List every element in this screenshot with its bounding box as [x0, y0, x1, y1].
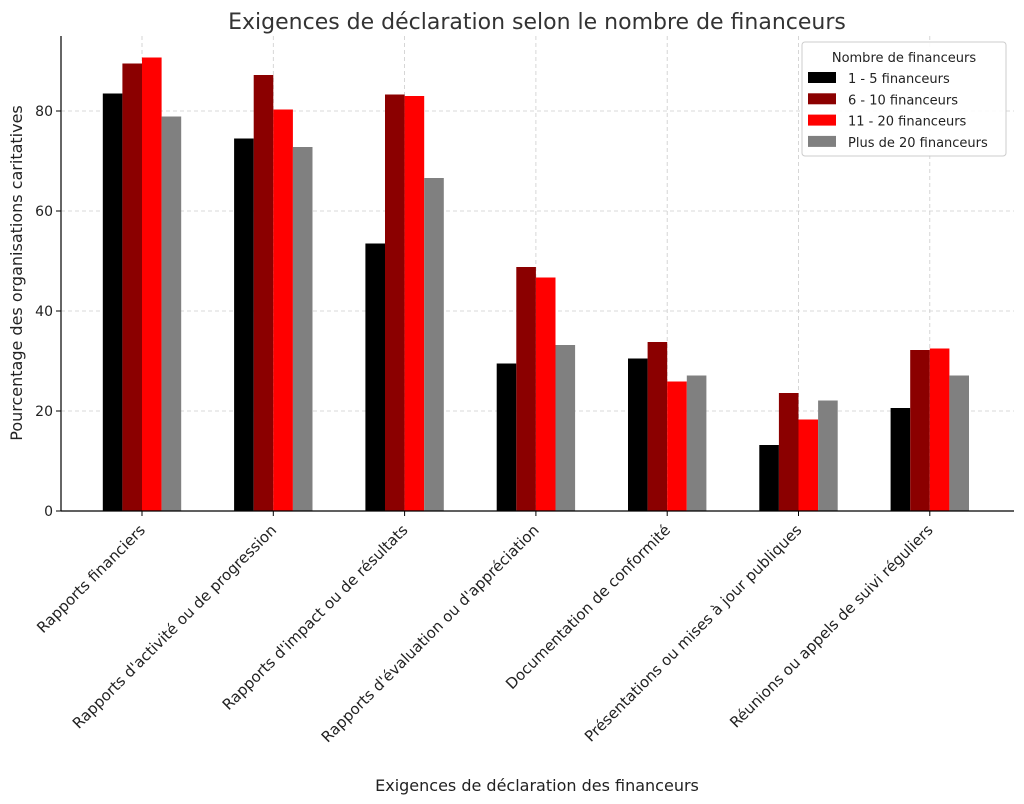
bar	[686, 375, 707, 511]
bar	[535, 277, 556, 511]
y-ticks: 0 20 40 60 80	[35, 104, 61, 520]
legend-swatch	[808, 93, 836, 105]
x-tick-label: Rapports d'activité ou de progression	[69, 521, 280, 732]
bar	[273, 109, 293, 511]
bar	[404, 96, 425, 511]
bar	[628, 358, 648, 511]
y-tick-label: 80	[35, 104, 53, 120]
x-tick-label: Présentations ou mises à jour publiques	[581, 521, 806, 746]
legend-title: Nombre de financeurs	[832, 51, 977, 66]
bar	[385, 94, 405, 511]
bar	[122, 63, 142, 511]
bar	[818, 400, 838, 511]
bar	[253, 75, 274, 511]
legend-label: 11 - 20 financeurs	[848, 115, 967, 130]
legend-box	[801, 41, 1007, 157]
x-axis-label: Exigences de déclaration des financeurs	[375, 776, 699, 795]
bar	[142, 57, 162, 511]
bar	[759, 445, 779, 511]
x-tick-label: Rapports financiers	[33, 521, 149, 637]
bar	[424, 178, 444, 511]
legend: Nombre de financeurs 1 - 5 financeurs 6 -…	[801, 41, 1007, 157]
x-tick-label: Réunions ou appels de suivi réguliers	[726, 521, 937, 732]
bar	[161, 116, 182, 511]
legend-label: Plus de 20 financeurs	[848, 136, 988, 151]
chart-title: Exigences de déclaration selon le nombre…	[228, 10, 846, 35]
bar	[667, 381, 687, 511]
bar	[778, 393, 799, 511]
y-tick-label: 60	[35, 204, 53, 220]
y-tick-label: 20	[35, 404, 53, 420]
legend-label: 6 - 10 financeurs	[848, 93, 958, 108]
y-tick-label: 40	[35, 304, 53, 320]
legend-swatch	[808, 72, 836, 83]
bar	[910, 350, 930, 511]
bar	[929, 348, 950, 511]
y-tick-label: 0	[44, 504, 53, 520]
bar	[555, 345, 576, 511]
bar	[647, 342, 668, 511]
bars	[102, 57, 969, 511]
legend-label: 1 - 5 financeurs	[848, 72, 950, 87]
bar	[365, 243, 385, 511]
bar	[234, 138, 254, 511]
bar	[292, 147, 313, 511]
bar	[102, 93, 123, 511]
legend-swatch	[808, 135, 836, 147]
x-tick-label: Rapports d'évaluation ou d'appréciation	[318, 521, 543, 746]
bar	[798, 419, 819, 511]
bar	[890, 408, 911, 511]
y-axis-label: Pourcentage des organisations caritative…	[7, 105, 26, 441]
bar	[949, 375, 969, 511]
bar	[516, 267, 536, 511]
legend-swatch	[808, 114, 836, 126]
bar	[496, 363, 517, 511]
